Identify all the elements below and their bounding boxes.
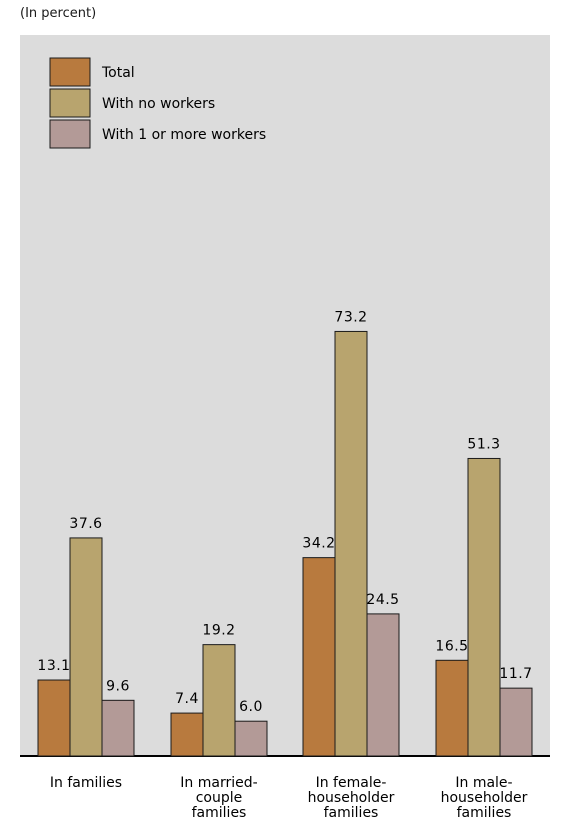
data-label-total-1: 7.4 — [175, 691, 199, 707]
category-label-3: In male-householder families — [441, 775, 528, 821]
data-label-with_workers-2: 24.5 — [366, 592, 399, 608]
bar-total-0 — [37, 679, 71, 757]
data-label-no_workers-1: 19.2 — [202, 623, 235, 639]
category-label-1: In married-couple families — [180, 775, 257, 821]
legend-label-total: Total — [101, 65, 135, 81]
legend-label-with_workers: With 1 or more workers — [102, 127, 266, 143]
bar-no_workers-2 — [334, 330, 368, 757]
plot-background — [20, 35, 550, 757]
bar-total-2 — [302, 557, 336, 757]
category-label-2: In female-householder families — [308, 775, 395, 821]
legend-swatch-total — [49, 57, 91, 87]
unit-note: (In percent) — [20, 6, 97, 21]
legend-swatch-no_workers — [49, 88, 91, 118]
bar-no_workers-1 — [202, 644, 236, 757]
bar-with_workers-1 — [234, 720, 268, 757]
bar-no_workers-3 — [467, 457, 501, 757]
data-label-total-3: 16.5 — [435, 638, 468, 654]
bar-with_workers-2 — [366, 613, 400, 757]
data-label-no_workers-2: 73.2 — [334, 309, 367, 325]
data-label-with_workers-1: 6.0 — [239, 699, 263, 715]
data-label-with_workers-0: 9.6 — [106, 678, 130, 694]
bar-total-1 — [170, 712, 204, 757]
bar-no_workers-0 — [69, 537, 103, 757]
legend-swatch-with_workers — [49, 119, 91, 149]
legend-label-no_workers: With no workers — [102, 96, 215, 112]
data-label-total-0: 13.1 — [37, 658, 70, 674]
data-label-no_workers-3: 51.3 — [467, 436, 500, 452]
bar-total-3 — [435, 659, 469, 757]
bar-with_workers-0 — [101, 699, 135, 757]
data-label-total-2: 34.2 — [302, 536, 335, 552]
category-label-0: In families — [50, 775, 122, 791]
bar-with_workers-3 — [499, 687, 533, 757]
data-label-no_workers-0: 37.6 — [69, 516, 102, 532]
data-label-with_workers-3: 11.7 — [499, 666, 532, 682]
